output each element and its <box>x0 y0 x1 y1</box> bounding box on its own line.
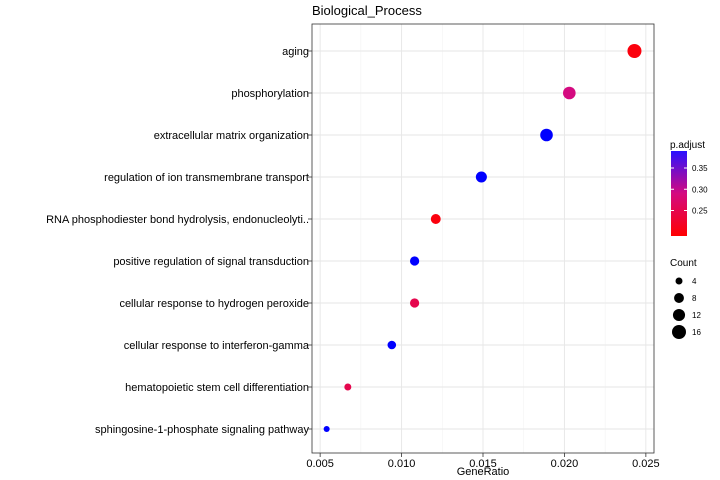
size-legend-dot <box>672 325 686 339</box>
data-point <box>627 44 642 58</box>
y-tick-label: extracellular matrix organization <box>154 130 309 142</box>
data-point <box>323 425 330 433</box>
data-point <box>409 256 420 266</box>
x-tick-label: 0.015 <box>469 458 497 470</box>
color-legend-label: 0.25 <box>692 207 708 216</box>
x-tick-label: 0.020 <box>551 458 579 470</box>
y-tick-label: phosphorylation <box>231 88 309 100</box>
color-legend-bar <box>671 151 687 236</box>
color-legend: p.adjust 0.35 0.30 0.25 <box>670 140 708 236</box>
x-tick-label: 0.005 <box>306 458 334 470</box>
size-legend-dot <box>672 308 686 322</box>
size-legend: Count 4 8 12 16 <box>670 258 701 339</box>
y-tick-label: hematopoietic stem cell differentiation <box>125 382 309 394</box>
y-tick-label: cellular response to hydrogen peroxide <box>119 298 309 310</box>
color-legend-label: 0.35 <box>692 164 708 173</box>
x-tick-label: 0.025 <box>632 458 660 470</box>
size-legend-label: 8 <box>692 294 697 303</box>
major-gridlines <box>312 24 654 453</box>
size-legend-label: 16 <box>692 328 701 337</box>
y-tick-label: cellular response to interferon-gamma <box>124 340 310 352</box>
data-point <box>430 214 441 224</box>
size-legend-dot <box>675 277 683 285</box>
chart-title: Biological_Process <box>312 3 422 18</box>
data-point <box>540 128 553 142</box>
y-tick-label: aging <box>282 46 309 58</box>
data-point <box>387 340 397 350</box>
color-legend-title: p.adjust <box>670 140 705 151</box>
data-points <box>323 44 642 433</box>
minor-gridlines <box>360 24 606 453</box>
data-point <box>344 383 352 391</box>
size-legend-dot <box>674 293 684 303</box>
x-axis-tick-labels: 0.005 0.010 0.015 0.020 0.025 <box>306 458 659 470</box>
size-legend-label: 4 <box>692 277 697 286</box>
y-axis-ticks <box>308 50 312 430</box>
size-legend-title: Count <box>670 258 697 269</box>
data-point <box>475 171 487 183</box>
y-tick-label: positive regulation of signal transducti… <box>113 256 309 268</box>
data-point <box>409 298 420 308</box>
x-tick-label: 0.010 <box>388 458 416 470</box>
y-axis-labels: aging phosphorylation extracellular matrix… <box>46 46 310 436</box>
size-legend-label: 12 <box>692 311 701 320</box>
data-point <box>563 86 576 100</box>
y-tick-label: regulation of ion transmembrane transpor… <box>104 172 309 184</box>
x-axis-title: GeneRatio <box>457 466 510 478</box>
x-axis-ticks <box>319 453 647 457</box>
y-tick-label: sphingosine-1-phosphate signaling pathwa… <box>95 424 310 436</box>
y-tick-label: RNA phosphodiester bond hydrolysis, endo… <box>46 214 309 226</box>
color-legend-label: 0.30 <box>692 185 708 194</box>
